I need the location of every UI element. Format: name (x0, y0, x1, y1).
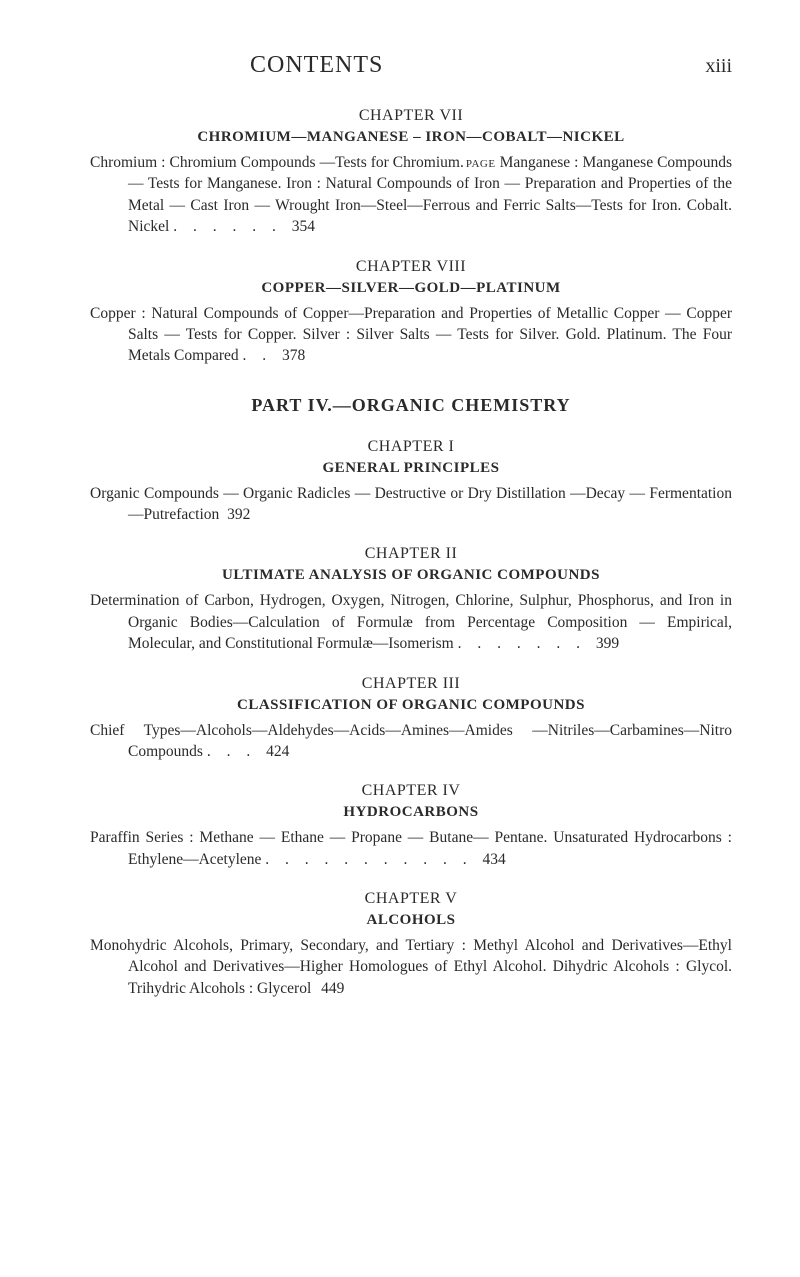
chapter-label: CHAPTER III (90, 675, 732, 693)
body-text: Organic Compounds — Organic Radicles — D… (90, 485, 732, 523)
page-title: CONTENTS (250, 52, 383, 79)
chapter-title: CLASSIFICATION OF ORGANIC COMPOUNDS (90, 697, 732, 714)
page-tag: PAGE (466, 158, 496, 170)
chapter-body: Monohydric Alcohols, Primary, Secondary,… (90, 935, 732, 999)
page-ref: 392 (227, 506, 250, 523)
body-text: Chief Types—Alcohols—Aldehydes—Acids—Ami… (90, 722, 732, 760)
header-row: CONTENTS xiii (90, 52, 732, 79)
chapter-iv-section: CHAPTER IV HYDROCARBONS Paraffin Series … (90, 782, 732, 870)
chapter-viii-section: CHAPTER VIII COPPER—SILVER—GOLD—PLATINUM… (90, 258, 732, 367)
chapter-body: Copper : Natural Compounds of Copper—Pre… (90, 303, 732, 367)
chapter-body: Chromium : Chromium Compounds —Tests for… (90, 152, 732, 238)
chapter-ii-section: CHAPTER II ULTIMATE ANALYSIS OF ORGANIC … (90, 545, 732, 654)
chapter-body: Determination of Carbon, Hydrogen, Oxyge… (90, 590, 732, 654)
chapter-title: COPPER—SILVER—GOLD—PLATINUM (90, 280, 732, 297)
chapter-body: Paraffin Series : Methane — Ethane — Pro… (90, 827, 732, 870)
chapter-vii-section: CHAPTER VII CHROMIUM—MANGANESE – IRON—CO… (90, 107, 732, 238)
body-text: Determination of Carbon, Hydrogen, Oxyge… (90, 592, 732, 652)
chapter-title: CHROMIUM—MANGANESE – IRON—COBALT—NICKEL (90, 129, 732, 146)
page-ref: 434 (483, 851, 506, 868)
part-title: PART IV.—ORGANIC CHEMISTRY (90, 395, 732, 416)
chapter-body: Chief Types—Alcohols—Aldehydes—Acids—Ami… (90, 720, 732, 763)
chapter-title: HYDROCARBONS (90, 804, 732, 821)
chapter-title: GENERAL PRINCIPLES (90, 460, 732, 477)
chapter-iii-section: CHAPTER III CLASSIFICATION OF ORGANIC CO… (90, 675, 732, 763)
page-ref: 354 (292, 218, 315, 235)
page-ref: 449 (321, 980, 344, 997)
chapter-label: CHAPTER V (90, 890, 732, 908)
chapter-body: Organic Compounds — Organic Radicles — D… (90, 483, 732, 526)
page-ref: 399 (596, 635, 619, 652)
body-text: Copper : Natural Compounds of Copper—Pre… (90, 305, 732, 365)
chapter-label-text: CHAPTER VII (359, 107, 463, 124)
chapter-label: CHAPTER II (90, 545, 732, 563)
body-prefix: Chromium : Chromium Compounds —Tests for… (90, 154, 464, 171)
chapter-title: ULTIMATE ANALYSIS OF ORGANIC COMPOUNDS (90, 567, 732, 584)
chapter-label: CHAPTER VIII (90, 258, 732, 276)
chapter-label: CHAPTER I (90, 438, 732, 456)
page-ref: 378 (282, 347, 305, 364)
body-text: Monohydric Alcohols, Primary, Secondary,… (90, 937, 732, 997)
chapter-v-section: CHAPTER V ALCOHOLS Monohydric Alcohols, … (90, 890, 732, 999)
chapter-label: CHAPTER VII (90, 107, 732, 125)
chapter-title: ALCOHOLS (90, 912, 732, 929)
chapter-label: CHAPTER IV (90, 782, 732, 800)
page-number: xiii (705, 55, 732, 78)
page-ref: 424 (266, 743, 289, 760)
chapter-i-section: CHAPTER I GENERAL PRINCIPLES Organic Com… (90, 438, 732, 526)
